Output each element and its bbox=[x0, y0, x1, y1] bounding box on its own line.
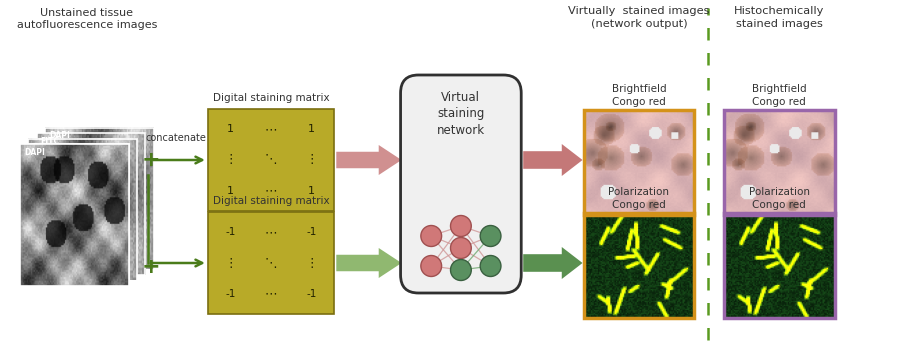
Text: Unstained tissue
autofluorescence images: Unstained tissue autofluorescence images bbox=[16, 8, 157, 30]
Text: ⋯: ⋯ bbox=[265, 287, 277, 300]
Text: +: + bbox=[142, 257, 161, 277]
Text: TxRed: TxRed bbox=[32, 142, 59, 151]
Text: ⋯: ⋯ bbox=[265, 226, 277, 239]
Text: 1: 1 bbox=[308, 185, 315, 196]
Circle shape bbox=[421, 226, 442, 246]
Circle shape bbox=[481, 226, 501, 246]
Text: FITC: FITC bbox=[40, 137, 59, 146]
Text: -1: -1 bbox=[225, 227, 236, 237]
Bar bbox=[20, 144, 129, 286]
Text: ⋯: ⋯ bbox=[265, 184, 277, 197]
Bar bbox=[20, 144, 129, 286]
Text: CY5: CY5 bbox=[23, 148, 40, 157]
Text: ⋱: ⋱ bbox=[265, 153, 277, 166]
Bar bbox=[208, 109, 334, 211]
Text: Digital staining matrix: Digital staining matrix bbox=[212, 196, 329, 206]
Text: concatenate: concatenate bbox=[146, 133, 206, 143]
Circle shape bbox=[481, 255, 501, 277]
Text: -1: -1 bbox=[306, 288, 317, 299]
Text: ⋮: ⋮ bbox=[305, 256, 318, 269]
Text: 1: 1 bbox=[227, 124, 234, 134]
Bar bbox=[583, 213, 694, 318]
Text: Histochemically
stained images: Histochemically stained images bbox=[734, 6, 824, 29]
Circle shape bbox=[451, 215, 472, 237]
Circle shape bbox=[421, 255, 442, 277]
Text: Digital staining matrix: Digital staining matrix bbox=[212, 93, 329, 103]
Text: 1: 1 bbox=[308, 124, 315, 134]
Text: Brightfield
Congo red: Brightfield Congo red bbox=[612, 84, 666, 106]
Text: +: + bbox=[142, 150, 161, 170]
Text: ⋮: ⋮ bbox=[305, 153, 318, 166]
Text: DAPI: DAPI bbox=[49, 132, 70, 141]
Bar bbox=[583, 110, 694, 215]
Text: Polarization
Congo red: Polarization Congo red bbox=[749, 187, 810, 209]
Text: 1: 1 bbox=[227, 185, 234, 196]
FancyArrow shape bbox=[337, 145, 401, 175]
Text: -1: -1 bbox=[225, 288, 236, 299]
Bar bbox=[45, 127, 154, 269]
Text: ⋮: ⋮ bbox=[224, 256, 237, 269]
FancyBboxPatch shape bbox=[400, 75, 521, 293]
Text: Polarization
Congo red: Polarization Congo red bbox=[608, 187, 670, 209]
Text: -1: -1 bbox=[306, 227, 317, 237]
FancyArrow shape bbox=[523, 144, 582, 176]
Bar bbox=[724, 110, 834, 215]
FancyArrow shape bbox=[523, 247, 582, 279]
Text: ⋮: ⋮ bbox=[224, 153, 237, 166]
FancyArrow shape bbox=[337, 248, 401, 278]
Bar bbox=[724, 213, 834, 318]
Text: Virtual
staining
network: Virtual staining network bbox=[436, 91, 485, 137]
Bar bbox=[37, 133, 146, 275]
Circle shape bbox=[451, 260, 472, 280]
Text: DAPI: DAPI bbox=[23, 148, 45, 157]
Text: ⋯: ⋯ bbox=[265, 123, 277, 136]
Bar bbox=[28, 139, 137, 280]
Text: ⋱: ⋱ bbox=[265, 256, 277, 269]
Circle shape bbox=[451, 237, 472, 259]
Text: Brightfield
Congo red: Brightfield Congo red bbox=[752, 84, 806, 106]
Text: Virtually  stained images
(network output): Virtually stained images (network output… bbox=[568, 6, 710, 29]
Bar bbox=[208, 212, 334, 314]
